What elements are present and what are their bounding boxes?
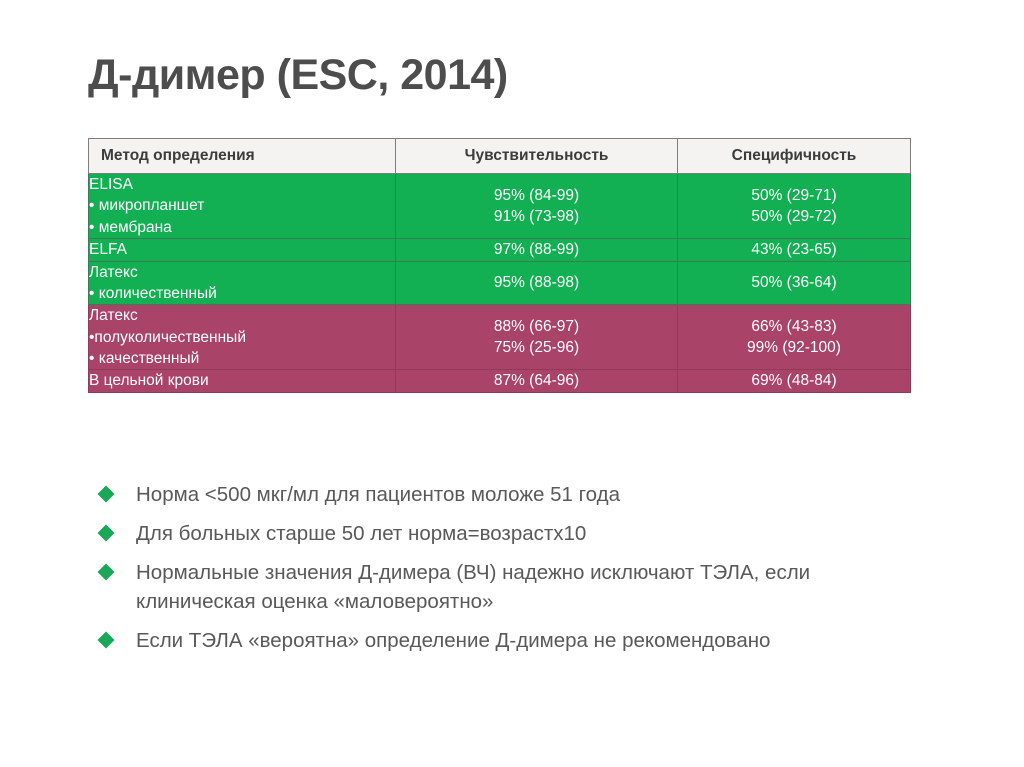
- table-row: ELISA • микропланшет • мембрана 95% (84-…: [88, 172, 911, 240]
- list-item-label: Норма <500 мкг/мл для пациентов моложе 5…: [136, 483, 620, 506]
- d-dimer-table: Метод определения Чувствительность Специ…: [88, 138, 911, 393]
- specificity-value: 43% (23-65): [751, 241, 837, 259]
- row-label-cell: Латекс • количественный: [88, 260, 396, 306]
- list-item: Норма <500 мкг/мл для пациентов моложе 5…: [92, 480, 972, 509]
- sensitivity-value: 88% (66-97): [493, 317, 580, 335]
- row-label-main: В цельной крови: [89, 372, 209, 390]
- specificity-value: 50% (29-71): [751, 186, 837, 204]
- sensitivity-cell: 88% (66-97) 75% (25-96): [395, 304, 678, 371]
- row-label-sub: • количественный: [89, 284, 217, 302]
- specificity-cell: 66% (43-83) 99% (92-100): [677, 304, 911, 371]
- specificity-cell: 43% (23-65): [677, 238, 911, 262]
- specificity-value: 50% (29-72): [751, 208, 837, 226]
- row-label-main: Латекс: [89, 307, 138, 325]
- sensitivity-value: 97% (88-99): [493, 241, 580, 259]
- specificity-value: 99% (92-100): [747, 339, 841, 357]
- sensitivity-value: 95% (88-98): [493, 274, 580, 292]
- list-item: Если ТЭЛА «вероятна» определение Д-димер…: [92, 626, 972, 655]
- row-label-main: Латекс: [89, 263, 138, 281]
- row-label-cell: ELFA: [88, 238, 396, 262]
- column-header-sensitivity: Чувствительность: [395, 138, 678, 174]
- specificity-value: 66% (43-83): [751, 317, 837, 335]
- sensitivity-value: 91% (73-98): [493, 208, 580, 226]
- specificity-value: 50% (36-64): [751, 274, 837, 292]
- row-label-main: ELISA: [89, 176, 133, 193]
- sensitivity-value: 95% (84-99): [493, 186, 580, 204]
- row-label-sub: • мембрана: [89, 218, 172, 236]
- page-title: Д-димер (ESC, 2014): [88, 51, 508, 99]
- sensitivity-value: 75% (25-96): [493, 339, 580, 357]
- list-item: Нормальные значения Д-димера (ВЧ) надежн…: [92, 558, 972, 616]
- sensitivity-cell: 97% (88-99): [395, 238, 678, 262]
- row-label-sub: • микропланшет: [89, 197, 205, 215]
- list-item-label: Для больных старше 50 лет норма=возрастх…: [136, 522, 587, 546]
- list-item-label: Нормальные значения Д-димера (ВЧ) надежн…: [136, 561, 811, 614]
- row-label-sub: • качественный: [89, 350, 200, 367]
- sensitivity-cell: 95% (84-99) 91% (73-98): [395, 172, 678, 240]
- table-row: Латекс •полуколичественный • качественны…: [88, 304, 911, 371]
- specificity-value: 69% (48-84): [751, 372, 837, 390]
- table-row: Латекс • количественный 95% (88-98) 50% …: [88, 260, 911, 306]
- column-header-specificity: Специфичность: [677, 138, 911, 174]
- row-label-sub: •полуколичественный: [89, 328, 246, 346]
- table-row: В цельной крови 87% (64-96) 69% (48-84): [88, 369, 911, 393]
- row-label-main: ELFA: [89, 241, 127, 259]
- row-label-cell: В цельной крови: [88, 369, 396, 393]
- diamond-bullet-icon: [97, 524, 115, 542]
- specificity-cell: 69% (48-84): [677, 369, 911, 393]
- column-header-method: Метод определения: [88, 138, 396, 174]
- row-label-cell: Латекс •полуколичественный • качественны…: [88, 304, 396, 371]
- notes-list: Норма <500 мкг/мл для пациентов моложе 5…: [92, 480, 972, 666]
- specificity-cell: 50% (29-71) 50% (29-72): [677, 172, 911, 240]
- sensitivity-cell: 87% (64-96): [395, 369, 678, 393]
- list-item: Для больных старше 50 лет норма=возрастх…: [92, 519, 972, 548]
- sensitivity-cell: 95% (88-98): [395, 260, 678, 306]
- specificity-cell: 50% (36-64): [677, 260, 911, 306]
- diamond-bullet-icon: [97, 563, 115, 581]
- diamond-bullet-icon: [97, 631, 115, 649]
- sensitivity-value: 87% (64-96): [493, 372, 580, 390]
- list-item-label: Если ТЭЛА «вероятна» определение Д-димер…: [136, 629, 771, 653]
- table-header-row: Метод определения Чувствительность Специ…: [88, 138, 911, 174]
- diamond-bullet-icon: [97, 485, 115, 503]
- row-label-cell: ELISA • микропланшет • мембрана: [88, 172, 396, 240]
- table-row: ELFA 97% (88-99) 43% (23-65): [88, 238, 911, 262]
